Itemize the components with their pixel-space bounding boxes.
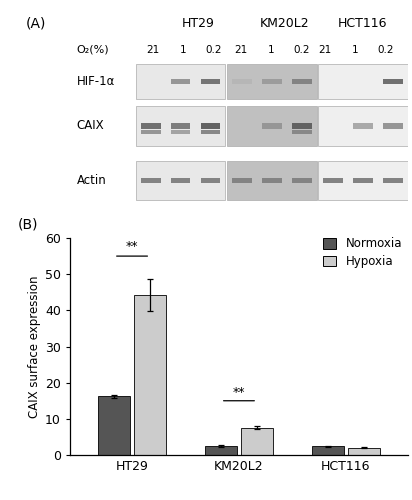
Bar xyxy=(171,78,190,84)
Bar xyxy=(383,123,403,128)
Text: **: ** xyxy=(126,240,138,253)
Bar xyxy=(141,123,161,128)
Text: O₂(%): O₂(%) xyxy=(77,44,110,54)
Text: CAIX: CAIX xyxy=(77,120,104,132)
Text: Actin: Actin xyxy=(77,174,107,187)
Text: **: ** xyxy=(233,386,245,399)
Text: 1: 1 xyxy=(180,44,187,54)
Y-axis label: CAIX surface expression: CAIX surface expression xyxy=(28,276,41,418)
Bar xyxy=(292,130,311,134)
Bar xyxy=(141,178,161,183)
Text: 21: 21 xyxy=(234,44,247,54)
Text: HIF-1α: HIF-1α xyxy=(77,75,115,88)
Text: 0.2: 0.2 xyxy=(378,44,394,54)
Bar xyxy=(292,123,311,128)
Bar xyxy=(136,106,225,146)
Bar xyxy=(383,178,403,183)
Bar xyxy=(98,396,130,455)
Bar xyxy=(134,295,166,455)
Bar xyxy=(227,160,317,200)
Legend: Normoxia, Hypoxia: Normoxia, Hypoxia xyxy=(323,238,402,268)
Bar xyxy=(205,446,237,455)
Text: (A): (A) xyxy=(26,17,47,31)
Bar xyxy=(171,130,190,134)
Bar xyxy=(232,78,252,84)
Bar xyxy=(323,178,343,183)
Bar xyxy=(201,130,220,134)
Text: (B): (B) xyxy=(18,218,38,232)
Text: 21: 21 xyxy=(146,44,159,54)
Bar xyxy=(171,178,190,183)
Bar xyxy=(201,78,220,84)
Bar xyxy=(311,446,344,455)
Bar xyxy=(292,78,311,84)
Text: 1: 1 xyxy=(268,44,274,54)
Bar xyxy=(171,123,190,128)
Text: HCT116: HCT116 xyxy=(337,17,387,30)
Bar xyxy=(232,178,252,183)
Bar xyxy=(262,123,282,128)
Bar xyxy=(136,160,225,200)
Bar xyxy=(348,448,380,455)
Bar xyxy=(353,178,373,183)
Bar xyxy=(262,78,282,84)
Bar xyxy=(201,123,220,128)
Bar xyxy=(141,130,161,134)
Text: 0.2: 0.2 xyxy=(205,44,222,54)
Bar xyxy=(318,160,408,200)
Bar xyxy=(262,178,282,183)
Bar xyxy=(136,64,225,99)
Bar xyxy=(318,64,408,99)
Bar xyxy=(241,428,273,455)
Bar xyxy=(318,106,408,146)
Text: 1: 1 xyxy=(352,44,359,54)
Bar xyxy=(227,64,317,99)
Text: 0.2: 0.2 xyxy=(293,44,310,54)
Bar xyxy=(383,78,403,84)
Bar xyxy=(292,178,311,183)
Bar xyxy=(353,123,373,128)
Bar xyxy=(227,106,317,146)
Text: 21: 21 xyxy=(318,44,332,54)
Text: KM20L2: KM20L2 xyxy=(260,17,309,30)
Bar xyxy=(201,178,220,183)
Text: HT29: HT29 xyxy=(182,17,215,30)
